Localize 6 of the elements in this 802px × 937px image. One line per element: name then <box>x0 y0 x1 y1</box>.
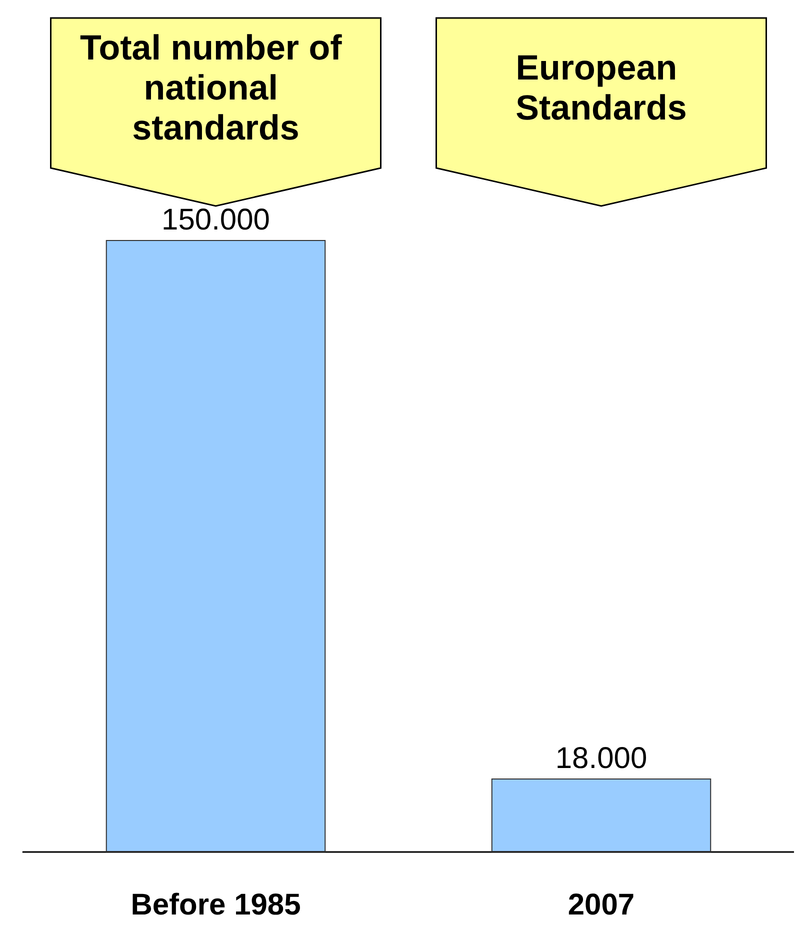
text: European Standards <box>516 48 687 128</box>
data-label: 150.000 <box>162 204 270 236</box>
x-tick-label: 2007 <box>568 888 635 922</box>
text: Total number of national standards <box>80 28 352 148</box>
x-tick-label: Before 1985 <box>130 888 301 922</box>
data-label: 18.000 <box>555 742 648 776</box>
